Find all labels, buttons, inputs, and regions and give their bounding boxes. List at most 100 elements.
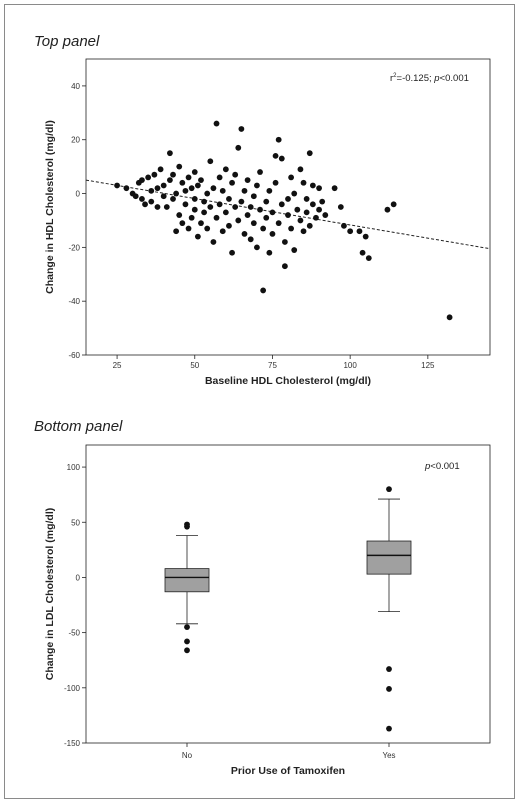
scatter-point — [257, 206, 263, 213]
scatter-point — [148, 187, 155, 194]
scatter-point — [139, 196, 145, 202]
scatter-point — [170, 171, 176, 178]
scatter-point — [232, 171, 239, 178]
scatter-point — [322, 212, 329, 218]
scatter-point — [176, 163, 183, 170]
scatter-point — [194, 182, 201, 189]
top-x-tick-label: 25 — [113, 361, 122, 370]
scatter-point — [309, 182, 316, 189]
annot-r2-value: =-0.125; — [397, 73, 435, 84]
scatter-point — [250, 220, 257, 227]
scatter-point — [198, 220, 204, 227]
scatter-point — [337, 204, 344, 210]
scatter-point — [254, 244, 260, 251]
scatter-point — [278, 201, 285, 208]
scatter-point — [160, 182, 167, 189]
top-stat-annotation: r2=-0.125; p<0.001 — [390, 73, 469, 84]
scatter-point — [288, 174, 295, 181]
scatter-point — [241, 187, 248, 194]
bottom-x-axis-title: Prior Use of Tamoxifen — [231, 765, 345, 777]
scatter-point — [222, 166, 229, 173]
scatter-point — [123, 185, 130, 192]
bottom-stat-annotation: p<0.001 — [424, 461, 460, 472]
scatter-point — [244, 212, 251, 218]
iqr-box — [164, 568, 210, 593]
scatter-point — [269, 231, 276, 237]
scatter-point — [139, 177, 145, 183]
box-no — [164, 521, 210, 654]
scatter-point — [213, 214, 220, 221]
scatter-point — [198, 177, 204, 183]
top-x-tick-label: 50 — [190, 361, 199, 370]
scatter-point — [446, 314, 453, 321]
bottom-y-tick-label: -100 — [64, 684, 81, 693]
box-yes — [366, 486, 412, 732]
scatter-point — [219, 187, 226, 194]
scatter-point — [266, 249, 273, 256]
scatter-point — [285, 212, 291, 218]
scatter-point — [114, 182, 120, 189]
scatter-point — [170, 196, 176, 202]
scatter-point — [291, 190, 298, 197]
scatter-point — [216, 201, 223, 208]
scatter-point — [269, 209, 276, 216]
scatter-point — [204, 225, 211, 232]
outlier-point — [386, 686, 392, 692]
bottom-panel-title: Bottom panel — [34, 418, 123, 435]
scatter-point — [278, 155, 285, 162]
scatter-point — [210, 185, 217, 192]
scatter-point — [291, 247, 298, 253]
bottom-y-tick-label: 0 — [76, 573, 81, 582]
scatter-point — [163, 204, 170, 210]
scatter-point — [201, 209, 207, 216]
bottom-x-tick-label: No — [182, 751, 193, 760]
scatter-point — [281, 263, 288, 270]
scatter-point — [238, 126, 245, 132]
scatter-point — [281, 239, 288, 245]
scatter-point — [263, 214, 270, 221]
scatter-point — [341, 222, 347, 229]
bottom-x-tick-label: Yes — [382, 751, 395, 760]
scatter-point — [390, 201, 397, 208]
scatter-point — [359, 249, 366, 256]
scatter-point — [148, 198, 155, 205]
scatter-point — [309, 201, 316, 208]
scatter-point — [297, 166, 304, 173]
scatter-points — [114, 120, 453, 321]
annot-p: p — [433, 73, 439, 84]
scatter-point — [266, 187, 273, 194]
top-x-tick-label: 125 — [421, 361, 435, 370]
annot-p-value-bottom: <0.001 — [430, 461, 459, 472]
scatter-point — [182, 201, 189, 208]
scatter-point — [238, 198, 245, 205]
scatter-point — [235, 144, 242, 151]
top-x-tick-label: 100 — [343, 361, 357, 370]
annot-superscript: 2 — [393, 73, 397, 79]
scatter-point — [362, 233, 369, 240]
bottom-y-tick-label: -50 — [68, 629, 80, 638]
scatter-point — [384, 206, 391, 213]
scatter-point — [263, 198, 270, 205]
scatter-point — [356, 228, 363, 235]
scatter-point — [306, 222, 313, 229]
scatter-point — [331, 185, 338, 192]
scatter-point — [241, 231, 248, 237]
scatter-point — [288, 225, 295, 232]
scatter-point — [232, 204, 239, 210]
scatter-point — [213, 120, 220, 127]
scatter-point — [132, 193, 139, 200]
scatter-point — [303, 196, 310, 202]
scatter-point — [306, 150, 313, 157]
scatter-point — [176, 212, 183, 218]
scatter-point — [157, 166, 164, 173]
scatter-point — [226, 222, 232, 229]
bottom-y-tick-label: -150 — [64, 739, 81, 748]
scatter-point — [244, 177, 251, 183]
scatter-point — [275, 136, 282, 143]
annot-p-value: <0.001 — [440, 73, 469, 84]
top-y-axis-title: Change in HDL Cholesterol (mg/dl) — [44, 120, 56, 294]
scatter-point — [316, 206, 322, 213]
scatter-point — [275, 220, 282, 227]
scatter-point — [219, 228, 226, 235]
scatter-point — [365, 255, 372, 262]
